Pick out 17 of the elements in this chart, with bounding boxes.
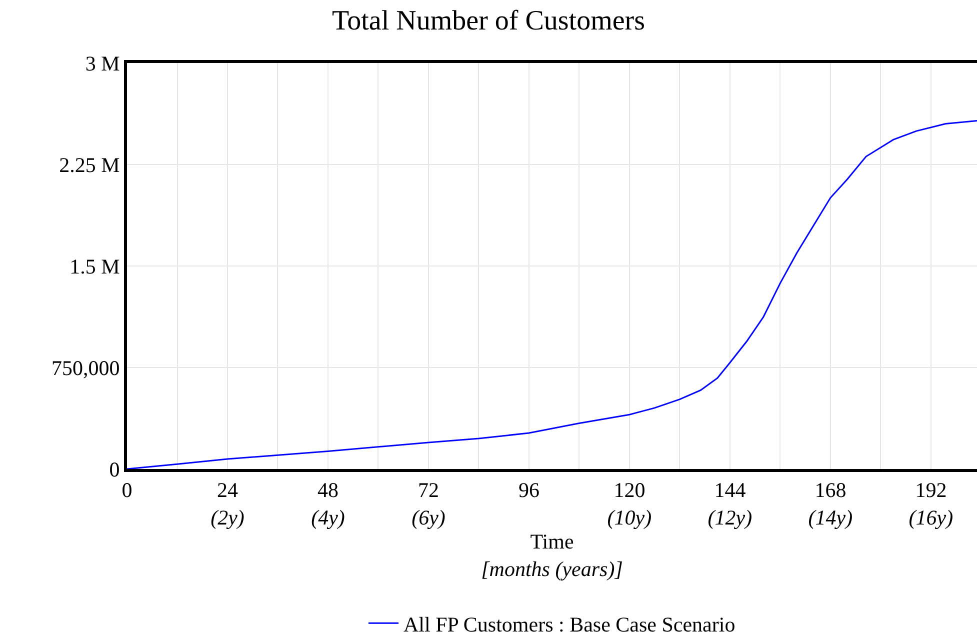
y-tick-label: 2.25 M xyxy=(59,152,120,177)
x-tick-label: 96 xyxy=(518,478,540,502)
y-tick-label: 750,000 xyxy=(52,356,120,380)
x-tick-label: 24 (2y) xyxy=(210,478,244,530)
x-tick-label: 192 (16y) xyxy=(908,478,954,530)
line-series xyxy=(127,120,977,469)
chart-title: Total Number of Customers xyxy=(332,5,645,36)
y-tick-label: 1.5 M xyxy=(70,254,120,278)
x-tick-label: 120 (10y) xyxy=(607,478,652,530)
x-tick-label: 168 (14y) xyxy=(808,478,853,530)
y-tick-label: 3 M xyxy=(85,51,120,76)
x-tick-label: 72 (6y) xyxy=(412,478,446,530)
y-tick-label: 0 xyxy=(109,457,120,482)
legend-label: All FP Customers : Base Case Scenario xyxy=(404,612,736,636)
x-tick-label: 144 (12y) xyxy=(708,478,752,530)
x-tick-label: 48 (4y) xyxy=(311,478,345,530)
x-axis-title: Time [months (years)] xyxy=(481,530,623,581)
